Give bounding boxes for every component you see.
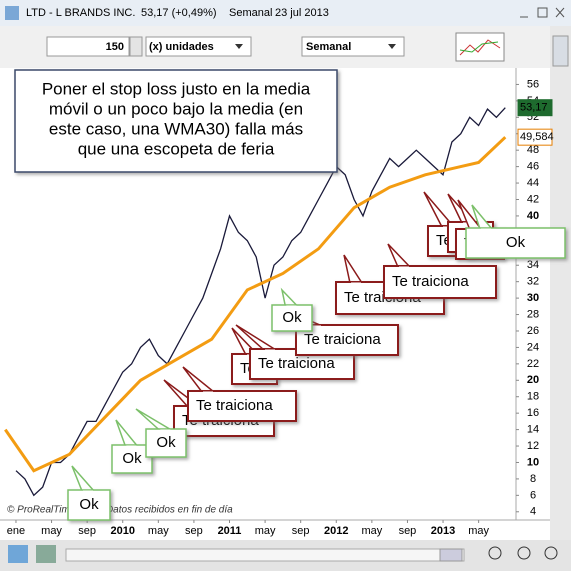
side-panel bbox=[550, 26, 571, 540]
note-line: que una escopeta de feria bbox=[78, 139, 275, 158]
y-tick-label: 42 bbox=[527, 193, 539, 205]
betray-callout bbox=[295, 324, 399, 356]
y-tick-label: 4 bbox=[530, 506, 536, 518]
y-tick-label: 40 bbox=[527, 210, 539, 222]
last-value-label: 49,584 bbox=[520, 131, 554, 143]
x-tick-label: may bbox=[41, 525, 62, 537]
x-tick-label: may bbox=[468, 525, 489, 537]
zoom-button[interactable] bbox=[488, 546, 502, 560]
x-tick-label: may bbox=[148, 525, 169, 537]
callout-text: Te traiciona bbox=[304, 331, 381, 348]
x-tick-label: 2012 bbox=[324, 525, 348, 537]
y-tick-label: 46 bbox=[527, 161, 539, 173]
quote: 53,17 (+0,49%) bbox=[141, 7, 217, 19]
spinner[interactable] bbox=[129, 36, 143, 57]
moving-average bbox=[4, 136, 507, 473]
units-dropdown[interactable] bbox=[145, 36, 252, 57]
y-tick-label: 10 bbox=[527, 456, 539, 468]
ok-callout bbox=[67, 489, 111, 521]
x-tick-label: sep bbox=[399, 525, 417, 537]
note-line: Poner el stop loss justo en la media bbox=[42, 79, 311, 98]
x-tick-label: may bbox=[361, 525, 382, 537]
date: 23 jul 2013 bbox=[275, 7, 329, 19]
x-tick-label: sep bbox=[292, 525, 310, 537]
units: (x) unidades bbox=[149, 41, 214, 53]
y-tick-label: 16 bbox=[527, 407, 539, 419]
ok-callout bbox=[465, 227, 566, 259]
betray-callout bbox=[383, 265, 497, 299]
side-button[interactable] bbox=[552, 35, 569, 67]
x-tick-label: sep bbox=[185, 525, 203, 537]
y-tick-label: 44 bbox=[527, 177, 539, 189]
y-tick-label: 32 bbox=[527, 276, 539, 288]
y-tick-label: 20 bbox=[527, 374, 539, 386]
quantity-input[interactable] bbox=[46, 36, 130, 57]
x-tick-label: may bbox=[255, 525, 276, 537]
ok-callout bbox=[111, 444, 153, 474]
last-value-box bbox=[517, 99, 553, 117]
y-tick-label: 26 bbox=[527, 325, 539, 337]
callout-text: Ok bbox=[506, 234, 526, 251]
y-tick-label: 18 bbox=[527, 391, 539, 403]
scrollbar[interactable] bbox=[65, 548, 465, 562]
callout-text: Te traiciona bbox=[258, 355, 335, 372]
x-tick-label: 2013 bbox=[431, 525, 455, 537]
y-tick-label: 12 bbox=[527, 440, 539, 452]
note-line: móvil o un poco bajo la media (en bbox=[49, 99, 303, 118]
scroll-thumb[interactable] bbox=[439, 548, 463, 562]
betray-callout bbox=[187, 390, 297, 422]
app-icon bbox=[5, 6, 19, 20]
ok-callout bbox=[145, 428, 187, 458]
period: Semanal bbox=[229, 7, 272, 19]
y-tick-label: 28 bbox=[527, 308, 539, 320]
quantity: 150 bbox=[106, 41, 124, 53]
callout-text: Ok bbox=[282, 309, 302, 326]
ok-callout bbox=[271, 304, 313, 332]
indicator-button[interactable] bbox=[455, 32, 505, 62]
tool-button[interactable] bbox=[36, 545, 56, 563]
y-tick-label: 8 bbox=[530, 473, 536, 485]
note-box bbox=[14, 69, 338, 173]
y-tick-label: 14 bbox=[527, 424, 539, 436]
callout-text: Ok bbox=[156, 434, 176, 451]
copyright: © ProRealTime.com - Datos recibidos en f… bbox=[7, 505, 233, 516]
price-line bbox=[15, 107, 506, 497]
y-tick-label: 48 bbox=[527, 144, 539, 156]
zoom-out[interactable] bbox=[517, 546, 531, 560]
callout-text: Te traiciona bbox=[392, 273, 469, 290]
y-tick-label: 22 bbox=[527, 358, 539, 370]
period-dropdown[interactable] bbox=[301, 36, 405, 57]
y-tick-label: 34 bbox=[527, 259, 539, 271]
title-bar bbox=[0, 0, 571, 26]
window-buttons[interactable] bbox=[520, 7, 565, 18]
y-tick-label: 56 bbox=[527, 78, 539, 90]
x-tick-label: sep bbox=[78, 525, 96, 537]
symbol: LTD - L BRANDS INC. bbox=[26, 7, 135, 19]
x-tick-label: ene bbox=[7, 525, 25, 537]
y-tick-label: 30 bbox=[527, 292, 539, 304]
note-line: este caso, una WMA30) falla más bbox=[49, 119, 303, 138]
x-tick-label: 2010 bbox=[110, 525, 134, 537]
callout-text: Ok bbox=[79, 496, 99, 513]
last-value-label: 53,17 bbox=[520, 102, 548, 114]
y-tick-label: 24 bbox=[527, 341, 539, 353]
x-tick-label: 2011 bbox=[218, 525, 242, 537]
y-tick-label: 6 bbox=[530, 489, 536, 501]
toolbar-period: Semanal bbox=[306, 41, 351, 53]
last-value-box bbox=[517, 128, 553, 146]
zoom-in[interactable] bbox=[544, 546, 558, 560]
tool-button[interactable] bbox=[8, 545, 28, 563]
callout-text: Ok bbox=[122, 450, 142, 467]
callout-text: Te traiciona bbox=[196, 397, 273, 414]
